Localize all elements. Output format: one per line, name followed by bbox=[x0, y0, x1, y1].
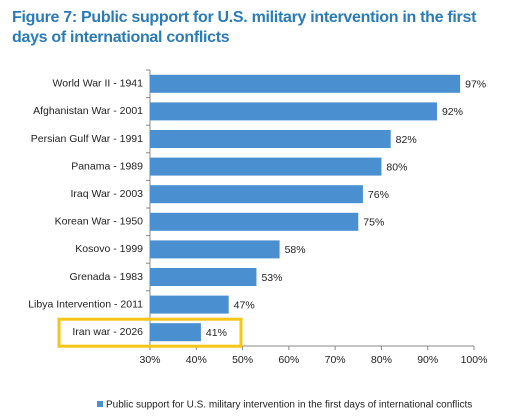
bar bbox=[150, 323, 201, 342]
highlight-box bbox=[57, 317, 243, 348]
x-tick-label: 50% bbox=[232, 354, 253, 366]
y-tick-label: Korean War - 1950 bbox=[55, 216, 143, 228]
bar bbox=[150, 240, 280, 259]
value-label: 41% bbox=[206, 327, 227, 339]
bar bbox=[150, 157, 382, 176]
value-label: 97% bbox=[465, 79, 486, 91]
value-label: 75% bbox=[363, 217, 384, 229]
bar bbox=[150, 130, 391, 148]
legend-label: Public support for U.S. military interve… bbox=[106, 400, 472, 411]
legend-swatch bbox=[97, 401, 103, 407]
value-label: 58% bbox=[285, 244, 306, 256]
x-tick-label: 100% bbox=[461, 354, 488, 366]
x-tick-label: 80% bbox=[371, 354, 392, 366]
x-tick-label: 90% bbox=[417, 354, 438, 366]
value-label: 82% bbox=[396, 134, 417, 146]
value-label: 92% bbox=[442, 106, 463, 118]
bar bbox=[150, 295, 229, 314]
x-tick-label: 30% bbox=[139, 354, 160, 366]
y-tick-label: World War II - 1941 bbox=[53, 78, 144, 90]
y-tick-label: Iraq War - 2003 bbox=[70, 188, 143, 200]
bar bbox=[150, 268, 257, 286]
chart-title: Figure 7: Public support for U.S. milita… bbox=[12, 9, 477, 46]
bar bbox=[150, 212, 359, 231]
bar bbox=[150, 102, 437, 121]
y-tick-label: Iran war - 2026 bbox=[72, 326, 143, 338]
value-label: 47% bbox=[234, 299, 255, 311]
x-tick-label: 70% bbox=[325, 354, 346, 366]
value-label: 80% bbox=[386, 161, 407, 173]
y-tick-label: Libya Intervention - 2011 bbox=[28, 298, 143, 310]
x-tick-label: 60% bbox=[278, 354, 299, 366]
y-tick-label: Grenada - 1983 bbox=[69, 271, 143, 283]
y-tick-label: Kosovo - 1999 bbox=[75, 243, 143, 255]
x-tick-label: 40% bbox=[186, 354, 207, 366]
bar bbox=[150, 185, 363, 204]
y-tick-label: Panama - 1989 bbox=[71, 160, 143, 172]
bar bbox=[150, 74, 461, 93]
y-tick-label: Afghanistan War - 2001 bbox=[33, 105, 143, 117]
y-tick-label: Persian Gulf War - 1991 bbox=[31, 133, 143, 145]
value-label: 76% bbox=[368, 189, 389, 201]
value-label: 53% bbox=[261, 272, 282, 284]
